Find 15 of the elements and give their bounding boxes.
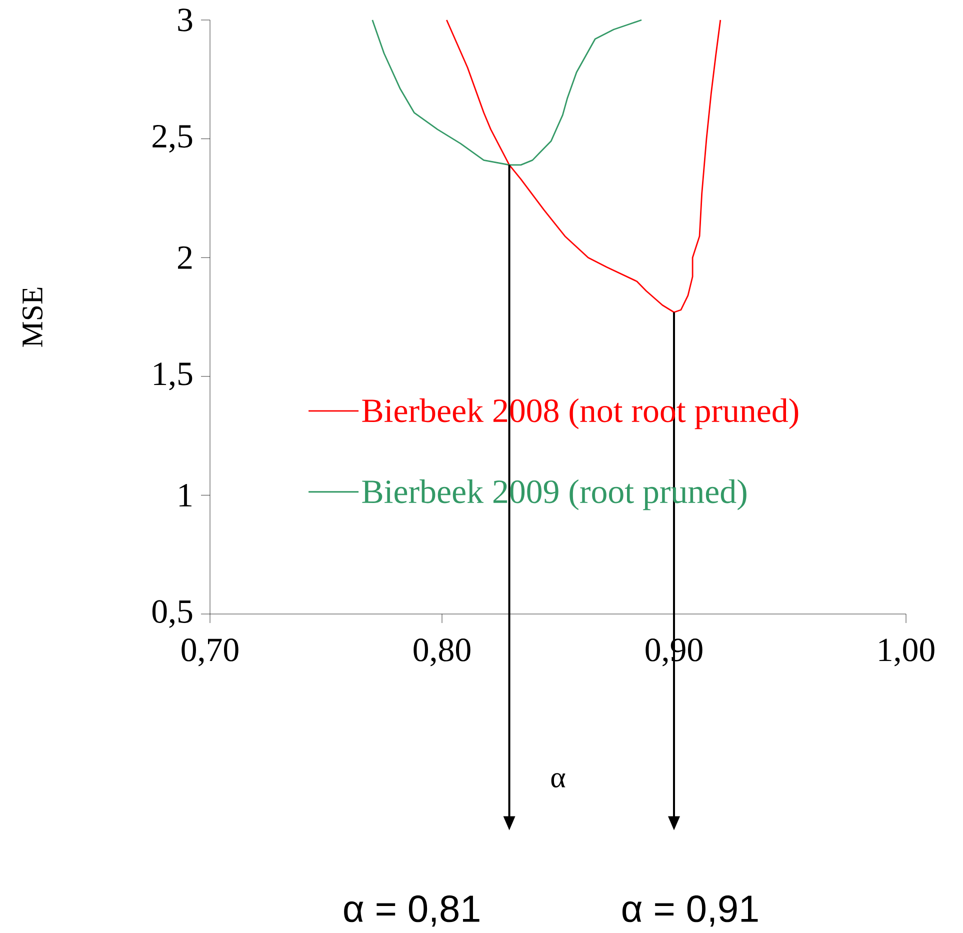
line-series xyxy=(372,19,642,166)
y-tick-label: 2,5 xyxy=(152,124,192,153)
x-tick-label: 0,80 xyxy=(414,638,470,666)
x-tick-label: 0,70 xyxy=(182,638,238,666)
y-tick-label: 1 xyxy=(180,484,192,506)
text: α = 0,81 xyxy=(344,895,480,927)
y-tick-label: 3 xyxy=(178,8,192,32)
x-tick-label: 1,00 xyxy=(879,638,934,666)
x-axis-title: α xyxy=(551,773,566,788)
y-tick-label: 0,5 xyxy=(152,600,192,628)
line-series xyxy=(446,19,722,313)
y-tick-label: 1,5 xyxy=(154,362,192,390)
y-tick-label: 2 xyxy=(178,246,192,269)
text: α = 0,91 xyxy=(622,895,758,927)
y-axis-title: MSE xyxy=(22,288,43,347)
